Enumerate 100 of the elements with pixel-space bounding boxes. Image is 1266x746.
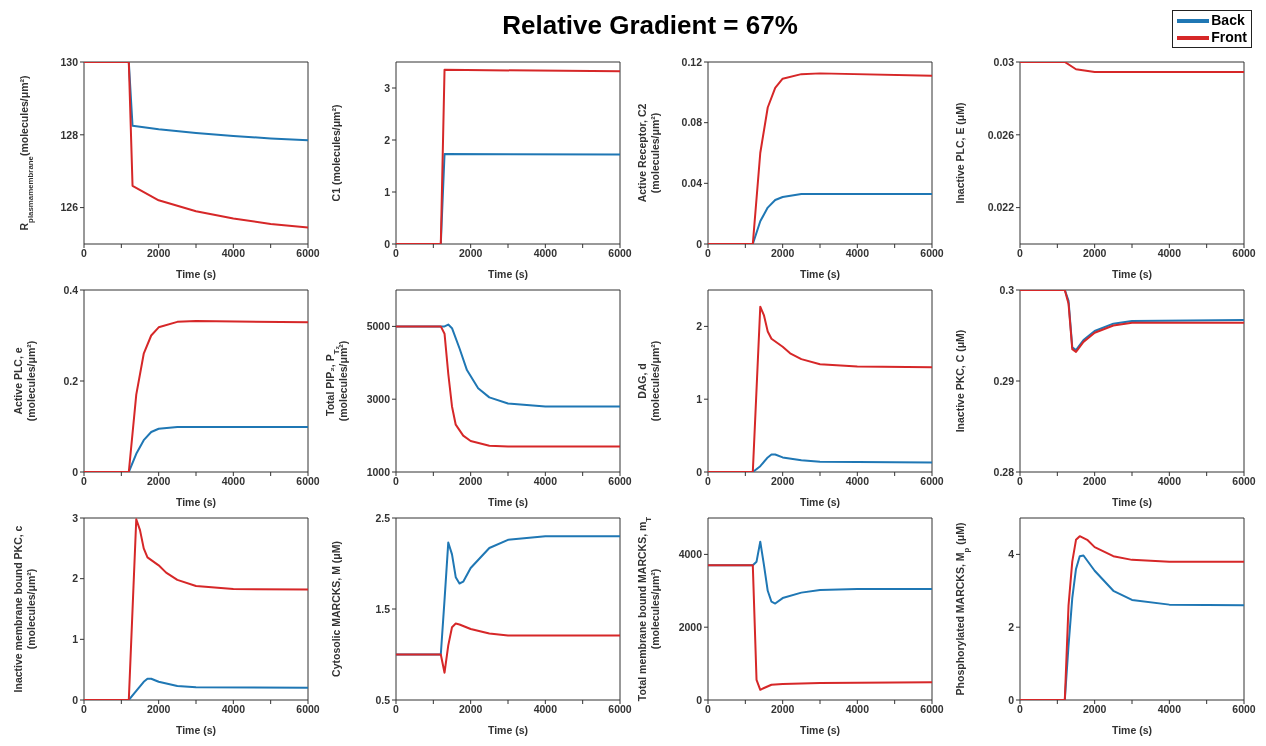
line-series — [708, 564, 932, 691]
x-tick-label: 6000 — [920, 247, 944, 260]
x-tick-label: 0 — [81, 475, 88, 488]
x-tick-label: 4000 — [1157, 247, 1182, 260]
x-tick-label: 6000 — [920, 475, 944, 488]
y-tick-label: 0.04 — [681, 177, 703, 190]
y-tick-label: 0.28 — [993, 465, 1015, 478]
y-tick-label: 1 — [696, 392, 703, 405]
y-tick-label: 5000 — [366, 320, 391, 333]
x-tick-label: 4000 — [1157, 703, 1182, 716]
x-tick-label: 6000 — [608, 703, 632, 716]
x-tick-label: 4000 — [221, 475, 246, 488]
y-tick-label: 2 — [1008, 620, 1015, 633]
y-tick-label: 130 — [60, 55, 79, 68]
x-tick-label: 4000 — [845, 703, 870, 716]
x-tick-label: 0 — [393, 475, 400, 488]
x-tick-label: 6000 — [608, 475, 632, 488]
y-tick-label: 0.08 — [681, 116, 703, 129]
x-axis-title: Time (s) — [487, 496, 529, 508]
x-axis-title: Time (s) — [1111, 496, 1153, 508]
y-tick-label: 4000 — [678, 548, 703, 561]
x-tick-label: 4000 — [533, 247, 558, 260]
y-tick-label: 0.022 — [987, 201, 1015, 214]
x-tick-label: 0 — [81, 247, 88, 260]
x-tick-label: 6000 — [1232, 703, 1256, 716]
x-axis-title: Time (s) — [799, 268, 841, 280]
y-tick-label: 2.5 — [375, 511, 391, 524]
x-tick-label: 4000 — [221, 703, 246, 716]
y-tick-label: 1.5 — [375, 602, 391, 615]
x-tick-label: 4000 — [533, 703, 558, 716]
x-tick-label: 2000 — [146, 703, 171, 716]
x-tick-label: 4000 — [845, 247, 870, 260]
y-tick-label: 128 — [60, 128, 79, 141]
x-tick-label: 2000 — [146, 247, 171, 260]
y-tick-label: 3000 — [366, 392, 391, 405]
y-tick-label: 126 — [60, 201, 79, 214]
x-tick-label: 0 — [1017, 475, 1024, 488]
x-axis-title: Time (s) — [175, 724, 217, 736]
legend-label: Front — [1211, 29, 1247, 46]
y-axis-title: Inactive PLC, E (μM) — [954, 102, 966, 204]
x-tick-label: 2000 — [146, 475, 171, 488]
x-tick-label: 6000 — [296, 475, 320, 488]
x-tick-label: 0 — [393, 247, 400, 260]
x-tick-label: 6000 — [608, 247, 632, 260]
y-tick-label: 0 — [696, 693, 703, 706]
y-axis-title: Cytosolic MARCKS, M (μM) — [330, 541, 342, 677]
y-tick-label: 0 — [384, 237, 391, 250]
x-axis-title: Time (s) — [799, 724, 841, 736]
x-tick-label: 0 — [393, 703, 400, 716]
x-tick-label: 6000 — [920, 703, 944, 716]
y-tick-label: 2 — [696, 320, 703, 333]
y-tick-label: 0 — [1008, 693, 1015, 706]
chart-title: Relative Gradient = 67% — [501, 10, 799, 41]
x-tick-label: 2000 — [770, 247, 795, 260]
line-series — [396, 622, 620, 674]
x-axis-title: Time (s) — [1111, 724, 1153, 736]
y-tick-label: 0.3 — [999, 283, 1015, 296]
x-tick-label: 2000 — [770, 475, 795, 488]
y-tick-label: 1 — [72, 633, 79, 646]
y-tick-label: 1000 — [366, 465, 391, 478]
x-axis-title: Time (s) — [1111, 268, 1153, 280]
x-tick-label: 0 — [705, 247, 712, 260]
y-tick-label: 3 — [72, 511, 79, 524]
x-tick-label: 6000 — [1232, 247, 1256, 260]
y-tick-label: 2 — [384, 133, 391, 146]
y-tick-label: 0.29 — [993, 374, 1015, 387]
x-tick-label: 2000 — [1082, 247, 1107, 260]
x-axis-title: Time (s) — [487, 724, 529, 736]
x-tick-label: 4000 — [533, 475, 558, 488]
y-tick-label: 0.4 — [63, 283, 79, 296]
y-tick-label: 0 — [72, 693, 79, 706]
x-tick-label: 4000 — [845, 475, 870, 488]
y-tick-label: 0.12 — [681, 55, 703, 68]
x-tick-label: 2000 — [458, 247, 483, 260]
x-tick-label: 2000 — [1082, 703, 1107, 716]
y-tick-label: 2 — [72, 572, 79, 585]
y-tick-label: 0 — [696, 465, 703, 478]
x-axis-title: Time (s) — [175, 268, 217, 280]
x-tick-label: 6000 — [1232, 475, 1256, 488]
line-series — [396, 325, 620, 448]
y-axis-title: Inactive membrane bound PKC, c (molecules/μm²) — [12, 525, 37, 693]
x-tick-label: 2000 — [458, 475, 483, 488]
x-tick-label: 2000 — [458, 703, 483, 716]
y-tick-label: 2000 — [678, 620, 703, 633]
y-axis-title: Active PLC, e (molecules/μm²) — [12, 340, 37, 422]
x-tick-label: 4000 — [221, 247, 246, 260]
x-tick-label: 0 — [81, 703, 88, 716]
legend-label: Back — [1211, 12, 1245, 29]
y-tick-label: 0.026 — [987, 128, 1015, 141]
x-tick-label: 2000 — [1082, 475, 1107, 488]
y-tick-label: 1 — [384, 185, 391, 198]
x-tick-label: 6000 — [296, 247, 320, 260]
x-tick-label: 0 — [705, 475, 712, 488]
y-axis-title: C1 (molecules/μm²) — [330, 104, 342, 202]
y-tick-label: 3 — [384, 81, 391, 94]
x-tick-label: 0 — [1017, 247, 1024, 260]
y-axis-title: Inactive PKC, C (μM) — [954, 329, 966, 433]
x-axis-title: Time (s) — [487, 268, 529, 280]
y-tick-label: 4 — [1008, 548, 1015, 561]
y-tick-label: 0.03 — [993, 55, 1015, 68]
